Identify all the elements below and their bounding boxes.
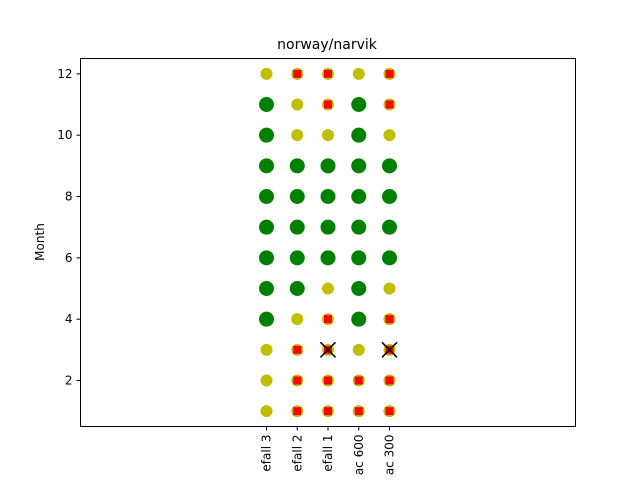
data-points	[259, 67, 398, 418]
data-point	[383, 282, 396, 295]
data-point	[259, 97, 274, 112]
data-point	[289, 158, 305, 174]
data-point	[259, 219, 274, 235]
x-axis: efall 3 efall 2 efall 1 ac 600 ac 300	[260, 426, 397, 476]
data-point	[319, 341, 337, 358]
x-tick-label: ac 600	[352, 435, 366, 476]
data-point	[291, 374, 304, 387]
data-point	[352, 67, 365, 80]
data-point	[382, 158, 397, 174]
data-point	[383, 313, 396, 326]
data-point	[351, 189, 367, 204]
data-point	[259, 127, 274, 143]
data-point	[352, 343, 365, 356]
data-point	[322, 282, 334, 295]
data-point	[322, 67, 334, 80]
data-point	[259, 250, 274, 266]
data-point	[259, 189, 274, 204]
data-point	[351, 281, 367, 296]
data-point	[291, 343, 304, 356]
y-tick-label: 2	[65, 374, 73, 388]
data-point	[322, 405, 334, 418]
data-point	[383, 405, 396, 418]
y-tick-label: 8	[65, 190, 73, 204]
y-axis: 2 4 6 8 10 12	[57, 67, 81, 388]
plot-area	[80, 58, 576, 427]
data-point	[260, 374, 273, 387]
y-tick-label: 6	[65, 251, 73, 265]
data-point	[351, 219, 367, 235]
data-point	[382, 250, 397, 266]
data-point	[351, 97, 367, 112]
data-point	[351, 250, 367, 266]
y-tick-label: 10	[57, 128, 72, 142]
data-point	[291, 405, 304, 418]
x-tick-label: efall 3	[260, 435, 274, 472]
x-tick-label: efall 2	[290, 435, 304, 472]
y-axis-label: Month	[33, 223, 47, 261]
data-point	[259, 281, 274, 296]
data-point	[259, 311, 274, 327]
data-point	[289, 250, 305, 266]
data-point	[289, 189, 305, 204]
data-point	[320, 189, 336, 204]
data-point	[260, 343, 273, 356]
data-point	[260, 67, 273, 80]
data-point	[382, 189, 397, 204]
data-point	[322, 374, 334, 387]
data-point	[383, 67, 396, 80]
data-point	[351, 311, 367, 327]
data-point	[320, 219, 336, 235]
data-point	[383, 98, 396, 111]
data-point	[320, 158, 336, 174]
data-point	[322, 313, 334, 326]
data-point	[351, 127, 367, 143]
data-point	[291, 129, 304, 142]
y-tick-label: 4	[65, 312, 73, 326]
y-tick-label: 12	[57, 67, 72, 81]
data-point	[383, 129, 396, 142]
chart-title: norway/narvik	[277, 37, 378, 53]
data-point	[260, 405, 273, 418]
data-point	[381, 341, 398, 358]
data-point	[352, 374, 365, 387]
data-point	[291, 67, 304, 80]
data-point	[291, 313, 304, 326]
data-point	[351, 158, 367, 174]
data-point	[291, 98, 304, 111]
data-point	[289, 219, 305, 235]
x-tick-label: ac 300	[383, 435, 397, 476]
data-point	[322, 98, 334, 111]
data-point	[259, 158, 274, 174]
data-point	[289, 281, 305, 296]
data-point	[352, 405, 365, 418]
data-point	[382, 219, 397, 235]
data-point	[320, 250, 336, 266]
data-point	[383, 374, 396, 387]
x-tick-label: efall 1	[321, 435, 335, 472]
data-point	[322, 129, 334, 142]
